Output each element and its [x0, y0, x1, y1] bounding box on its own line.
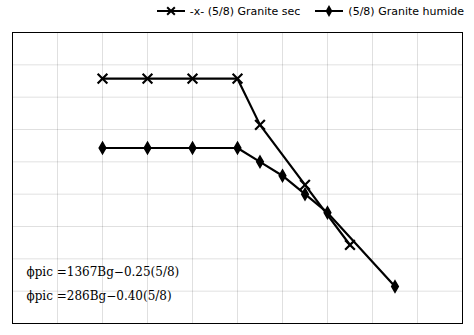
svg-text:ϕpic =286Bg−0.40(5/8): ϕpic =286Bg−0.40(5/8)	[27, 289, 172, 303]
svg-text:ϕpic =1367Bg−0.25(5/8): ϕpic =1367Bg−0.25(5/8)	[27, 265, 180, 279]
html-text:(5/8) Granite humide: (5/8) Granite humide	[348, 4, 464, 18]
html-text:-x- (5/8) Granite sec: -x- (5/8) Granite sec	[189, 4, 301, 18]
